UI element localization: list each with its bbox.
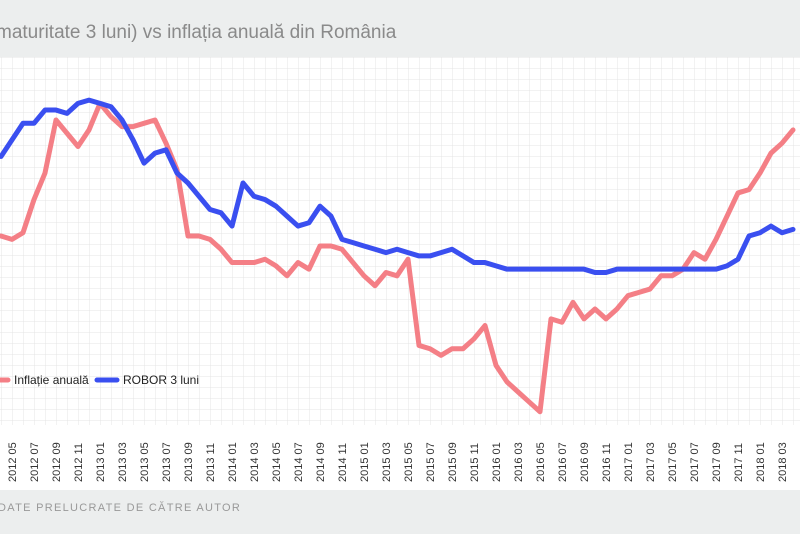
x-tick-label: 2012 07: [29, 442, 41, 482]
x-tick-label: 2012 11: [73, 443, 85, 482]
x-tick-label: 2013 03: [117, 442, 129, 482]
x-tick-label: 2018 03: [777, 442, 789, 482]
plot-grid: [0, 57, 800, 425]
x-tick-label: 2015 07: [425, 442, 437, 482]
x-tick-label: 2016 09: [579, 442, 591, 482]
x-tick-label: 2013 11: [205, 443, 217, 482]
x-tick-label: 2013 09: [183, 442, 195, 482]
source-note: DATE PRELUCRATE DE CĂTRE AUTOR: [0, 501, 241, 514]
x-tick-label: 2017 03: [645, 442, 657, 482]
chart-title: maturitate 3 luni) vs inflația anuală di…: [0, 22, 397, 43]
x-tick-label: 2013 01: [95, 442, 107, 482]
x-tick-label: 2016 03: [513, 442, 525, 482]
x-tick-label: 2014 05: [271, 442, 283, 482]
x-tick-label: 2014 11: [337, 443, 349, 482]
x-tick-label: 2015 01: [359, 442, 371, 482]
legend-label: ROBOR 3 luni: [123, 373, 199, 387]
x-tick-label: 2017 09: [711, 442, 723, 482]
x-tick-label: 2013 05: [139, 442, 151, 482]
x-tick-label: 2018 01: [755, 442, 767, 482]
series-line: [0, 100, 796, 415]
x-tick-label: 2017 11: [733, 443, 745, 482]
footer: [0, 490, 800, 534]
x-tick-label: 2015 03: [381, 442, 393, 482]
x-tick-label: 2015 05: [403, 442, 415, 482]
x-tick-label: 2012 05: [7, 442, 19, 482]
legend-label: Inflație anuală: [14, 373, 89, 387]
x-tick-label: 2014 09: [315, 442, 327, 482]
x-tick-label: 2017 07: [689, 442, 701, 482]
x-tick-label: 2015 09: [447, 442, 459, 482]
x-tick-label: 2014 07: [293, 442, 305, 482]
x-tick-label: 2012 09: [51, 442, 63, 482]
x-tick-label: 2015 11: [469, 443, 481, 482]
x-tick-label: 2014 01: [227, 442, 239, 482]
series-line: [0, 97, 796, 275]
x-tick-label: 2016 05: [535, 442, 547, 482]
x-tick-label: 2017 05: [667, 442, 679, 482]
legend: Inflație anuală ROBOR 3 luni: [0, 373, 199, 387]
x-tick-label: 2017 01: [623, 442, 635, 482]
x-tick-label: 2016 07: [557, 442, 569, 482]
header: [0, 0, 800, 57]
x-tick-label: 2016 11: [601, 443, 613, 482]
x-tick-label: 2013 07: [161, 442, 173, 482]
x-tick-label: 2014 03: [249, 442, 261, 482]
x-tick-label: 2016 01: [491, 442, 503, 482]
